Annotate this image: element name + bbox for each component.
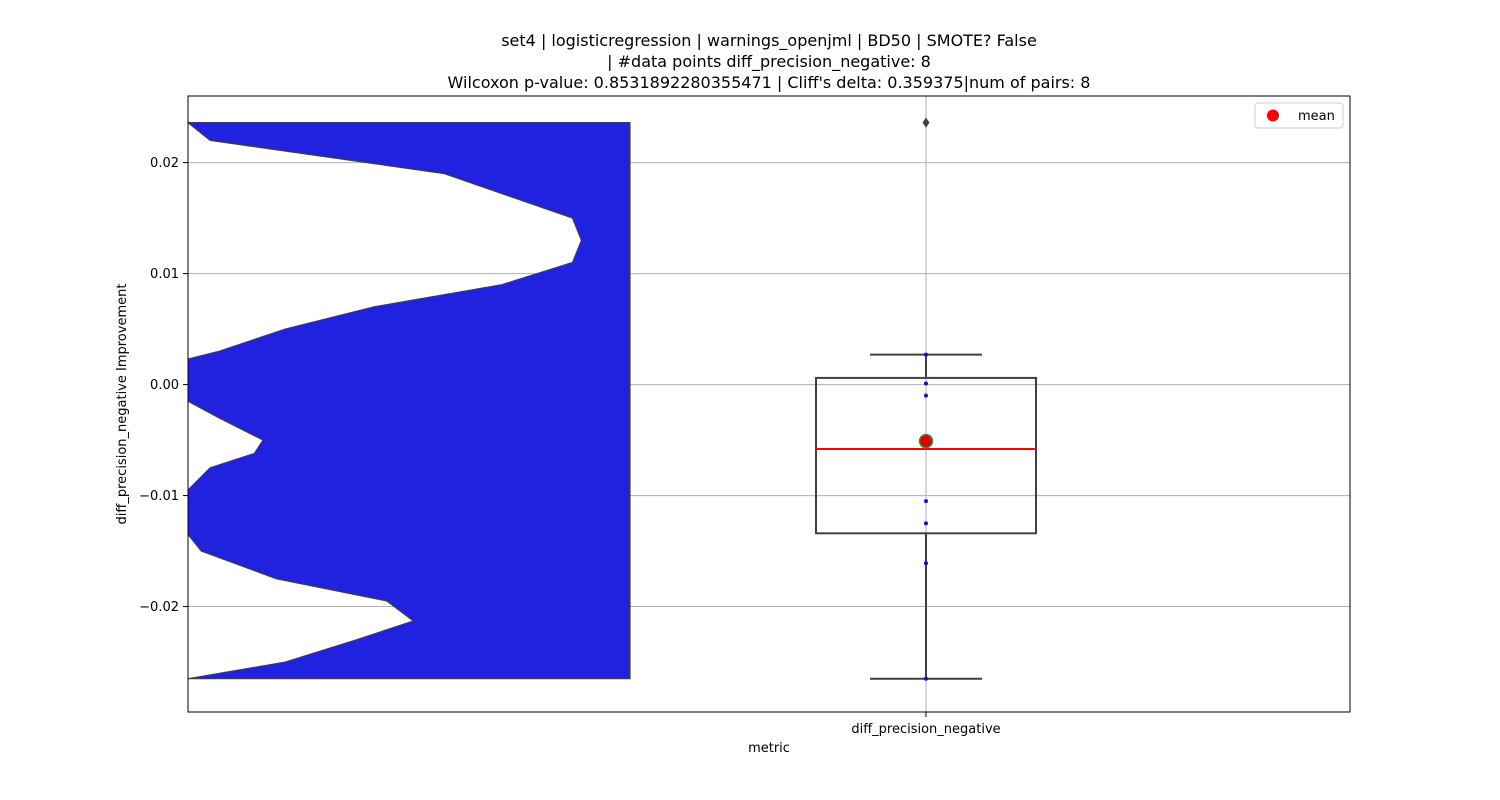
data-point (924, 499, 928, 504)
legend-mean-marker (1267, 109, 1279, 122)
chart-title-line-2: | #data points diff_precision_negative: … (607, 52, 931, 72)
legend-frame (1254, 102, 1344, 129)
legend-mean-label: mean (1298, 109, 1335, 124)
y-tick-label: 0.02 (150, 156, 179, 171)
plot-frame (187, 95, 1351, 713)
chart-title-line-3: Wilcoxon p-value: 0.8531892280355471 | C… (448, 73, 1091, 92)
violin-layer (188, 122, 631, 680)
data-point (924, 381, 928, 386)
violin-shape (188, 122, 631, 680)
y-tick-label: −0.02 (139, 600, 179, 615)
y-tick-label: 0.00 (150, 378, 179, 393)
x-tick-label: diff_precision_negative (851, 722, 1000, 737)
mean-marker (918, 433, 934, 449)
chart-title-line-1: set4 | logisticregression | warnings_ope… (501, 31, 1037, 51)
data-point (924, 352, 928, 357)
legend: mean (1254, 102, 1344, 129)
y-axis-ticks: 0.02 0.01 0.00 −0.01 −0.02 (139, 156, 188, 615)
outlier-marker (922, 117, 930, 128)
data-point (924, 561, 928, 566)
box-iqr (815, 376, 1037, 535)
data-point (924, 676, 928, 681)
data-point (924, 393, 928, 398)
plot-area (188, 96, 1350, 712)
x-axis-label: metric (748, 741, 790, 756)
data-points (918, 352, 934, 681)
y-tick-label: 0.01 (150, 267, 179, 282)
x-axis-ticks: diff_precision_negative (851, 712, 1001, 737)
data-point (924, 521, 928, 526)
y-axis-label: diff_precision_negative Improvement (115, 284, 130, 525)
y-tick-label: −0.01 (139, 489, 179, 504)
